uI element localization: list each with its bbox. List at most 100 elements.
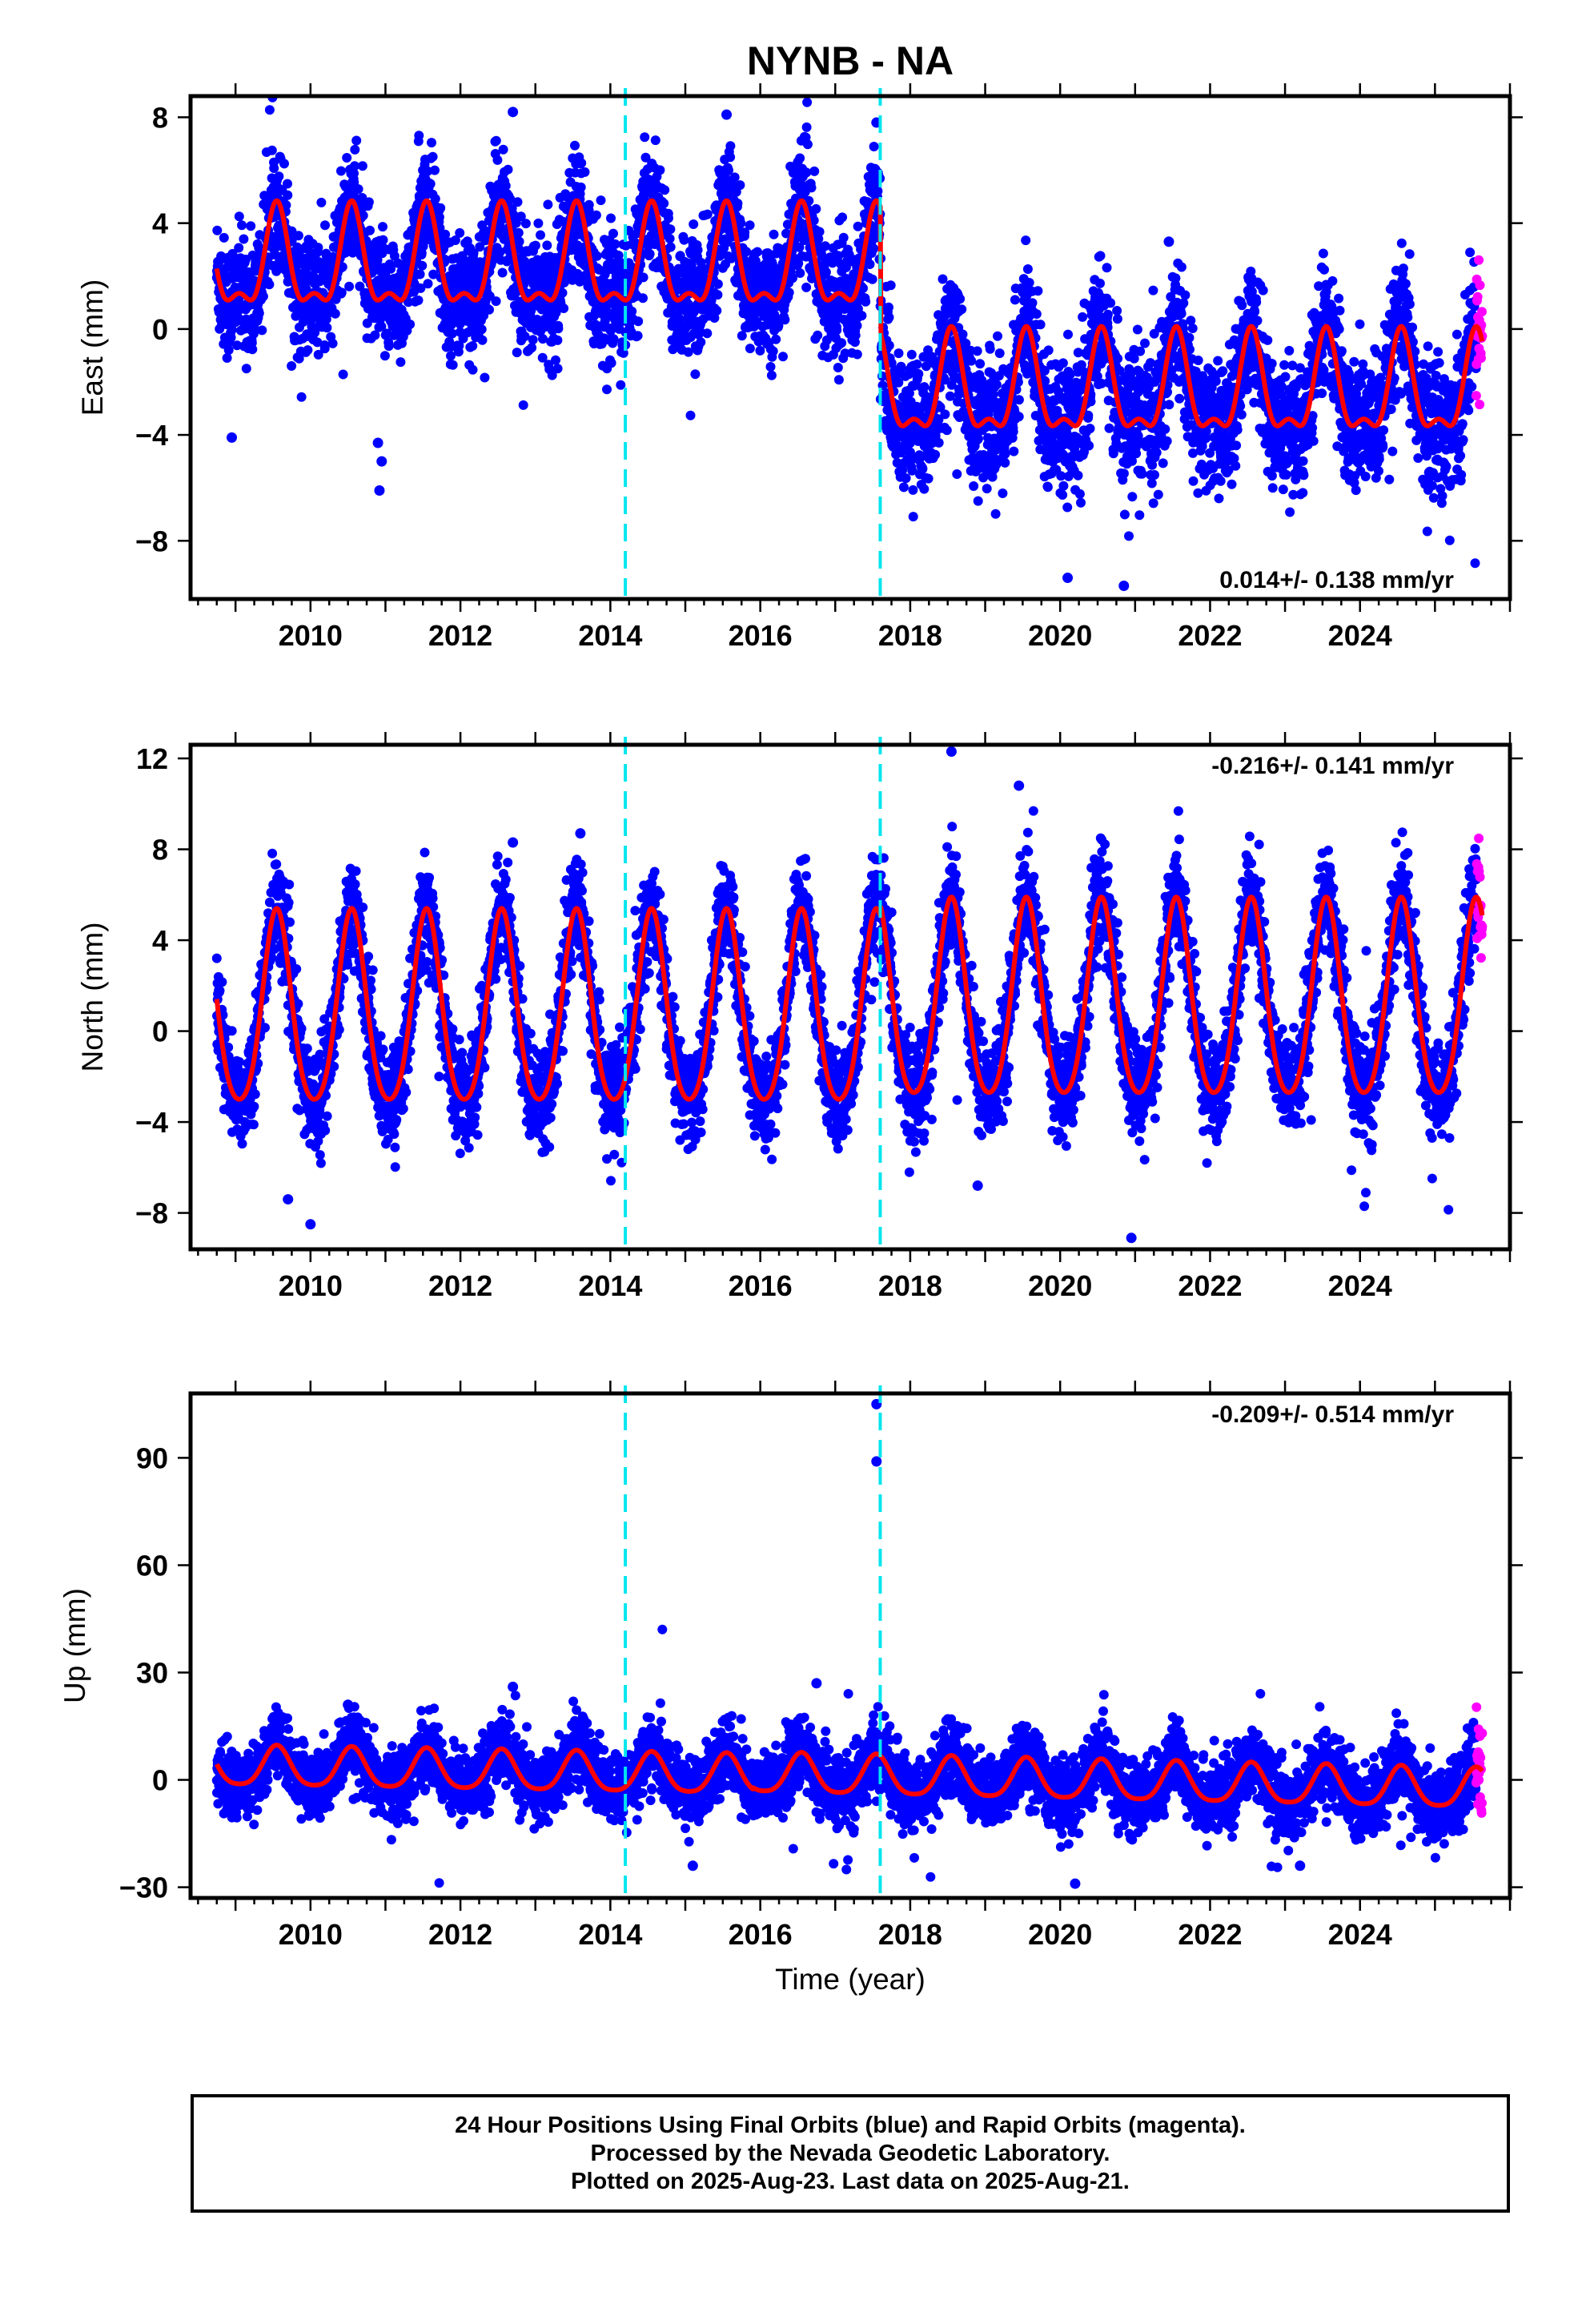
final-orbit-point: [778, 352, 788, 362]
final-orbit-point: [659, 199, 669, 208]
final-orbit-point: [372, 255, 383, 265]
final-orbit-point: [753, 247, 762, 257]
final-orbit-point: [665, 242, 676, 252]
final-orbit-point: [379, 351, 390, 361]
final-orbit-point: [1131, 448, 1142, 459]
final-orbit-point: [320, 220, 330, 231]
final-orbit-point: [832, 325, 842, 336]
final-orbit-point: [885, 280, 896, 291]
final-orbit-point: [480, 372, 490, 383]
final-orbit-point: [591, 210, 601, 220]
final-orbit-point: [1106, 298, 1116, 308]
final-orbit-point: [952, 469, 962, 479]
final-orbit-point: [514, 236, 524, 247]
final-orbit-point: [500, 181, 511, 191]
final-orbit-point: [530, 240, 540, 251]
final-orbit-point: [342, 153, 352, 163]
final-orbit-point: [784, 287, 794, 298]
final-orbit-point: [1137, 468, 1147, 479]
final-orbit-point: [454, 340, 464, 351]
final-orbit-point: [982, 484, 992, 494]
final-orbit-point: [713, 290, 723, 300]
final-orbit-point: [906, 349, 917, 360]
final-orbit-point: [246, 221, 256, 231]
final-orbit-point: [969, 481, 979, 491]
final-orbit-point: [814, 227, 825, 237]
final-orbit-point: [270, 231, 280, 242]
final-orbit-point: [423, 166, 433, 176]
final-orbit-point: [833, 375, 844, 385]
final-orbit-point: [468, 364, 478, 375]
final-orbit-point: [972, 346, 982, 356]
final-orbit-point: [736, 218, 746, 228]
final-orbit-point: [1211, 376, 1221, 386]
final-orbit-point: [1232, 424, 1243, 435]
final-orbit-point: [222, 353, 232, 363]
final-orbit-point: [313, 349, 323, 360]
final-orbit-point: [365, 225, 375, 235]
final-orbit-point: [428, 151, 438, 162]
data-points: [211, 96, 1488, 591]
final-orbit-point: [448, 360, 458, 370]
final-orbit-point: [1218, 366, 1228, 376]
final-orbit-point: [867, 274, 877, 284]
final-orbit-point: [234, 243, 244, 253]
panel-east: 2010 2012 2014 2016 2018 2020 2022 2024−8−4048E…: [76, 83, 1523, 652]
final-orbit-point: [1058, 480, 1069, 491]
final-orbit-point: [592, 251, 602, 261]
final-orbit-point: [696, 337, 706, 348]
final-orbit-point: [957, 304, 967, 315]
final-orbit-point: [1108, 448, 1118, 459]
final-orbit-point: [330, 308, 340, 319]
final-orbit-point: [357, 161, 367, 171]
final-orbit-point: [606, 213, 616, 223]
final-orbit-point: [212, 225, 223, 235]
final-orbit-point: [413, 296, 424, 305]
final-orbit-point: [468, 248, 479, 258]
final-orbit-point: [1160, 424, 1170, 434]
final-orbit-point: [1031, 309, 1042, 320]
final-orbit-point: [733, 199, 743, 208]
final-orbit-point: [269, 163, 279, 173]
final-orbit-point: [436, 203, 446, 213]
final-orbit-point: [1250, 307, 1260, 317]
final-orbit-point: [327, 338, 338, 348]
final-orbit-point: [570, 140, 580, 151]
final-orbit-point: [580, 167, 590, 177]
final-orbit-point: [527, 343, 537, 353]
final-orbit-point: [596, 195, 606, 206]
final-orbit-point: [294, 353, 304, 364]
final-orbit-point: [857, 311, 867, 321]
final-orbit-point: [869, 243, 879, 254]
final-orbit-point: [264, 105, 275, 115]
final-orbit-point: [1176, 262, 1186, 272]
final-orbit-point: [455, 227, 465, 238]
final-orbit-point: [608, 334, 619, 344]
final-orbit-point: [685, 410, 696, 420]
final-orbit-point: [370, 330, 380, 340]
final-orbit-point: [310, 328, 320, 338]
final-orbit-point: [1127, 492, 1138, 502]
final-orbit-point: [447, 328, 457, 339]
final-orbit-point: [908, 512, 918, 522]
final-orbit-point: [1215, 476, 1226, 486]
final-orbit-point: [850, 330, 861, 340]
final-orbit-point: [1132, 324, 1142, 335]
final-orbit-point: [405, 320, 416, 329]
final-orbit-point: [1063, 329, 1073, 340]
final-orbit-point: [912, 359, 922, 369]
final-orbit-point: [913, 368, 924, 379]
final-orbit-point: [1162, 436, 1172, 446]
final-orbit-point: [644, 249, 655, 259]
final-orbit-point: [1231, 460, 1241, 471]
final-orbit-point: [1010, 295, 1020, 305]
final-orbit-point: [802, 139, 813, 150]
final-orbit-point: [423, 279, 433, 289]
final-orbit-point: [713, 279, 723, 289]
final-orbit-point: [239, 234, 249, 244]
final-orbit-point: [241, 364, 251, 374]
final-orbit-point: [537, 352, 548, 363]
final-orbit-point: [737, 331, 747, 341]
final-orbit-point: [1000, 457, 1010, 468]
final-orbit-point: [1009, 446, 1019, 456]
